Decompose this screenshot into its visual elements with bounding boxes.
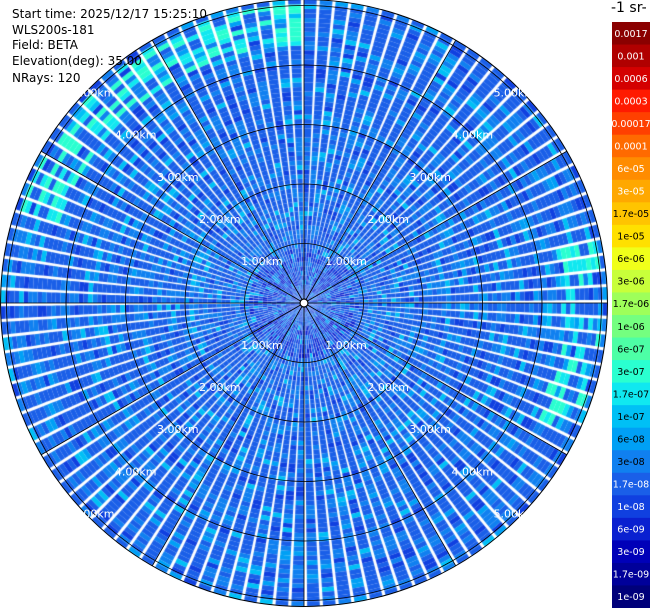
colorbar-tick-label: 1e-09 — [617, 592, 644, 603]
colorbar-tick-label: 3e-05 — [617, 187, 644, 198]
azimuth-spoke — [303, 302, 457, 566]
colorbar-swatch — [612, 269, 650, 293]
field-label: Field: BETA — [12, 38, 78, 52]
colorbar-swatch — [612, 292, 650, 316]
colorbar-swatch — [612, 89, 650, 113]
range-ring-label: 1.00km — [325, 339, 367, 352]
range-ring-label: 5.00km — [73, 87, 115, 100]
range-ring-label: 2.00km — [367, 381, 409, 394]
colorbar-tick-label: 1e-07 — [617, 412, 644, 423]
instrument-label: WLS200s-181 — [12, 23, 95, 37]
range-ring-label: 3.00km — [157, 171, 199, 184]
colorbar-tick-label: 1e-08 — [617, 502, 644, 513]
colorbar-tick-label: 0.00017 — [612, 119, 650, 130]
colorbar-tick-label: 0.0003 — [614, 96, 647, 107]
range-ring-label: 5.00km — [494, 87, 536, 100]
colorbar-tick-label: 6e-07 — [617, 344, 644, 355]
radar-location-marker — [299, 298, 309, 308]
colorbar-tick-label: 3e-06 — [617, 277, 644, 288]
colorbar-tick-label: 0.0001 — [614, 141, 647, 152]
colorbar-tick-label: 0.001 — [617, 51, 644, 62]
colorbar-swatch — [612, 517, 650, 541]
colorbar-swatch — [612, 67, 650, 91]
colorbar-tick-label: 0.0017 — [614, 29, 647, 40]
range-ring-label: 3.00km — [409, 423, 451, 436]
colorbar-tick-label: 0.0006 — [614, 74, 647, 85]
start-time-label: Start time: 2025/12/17 15:25:10 — [12, 7, 207, 21]
colorbar-tick-label: 1.7e-06 — [613, 299, 649, 310]
range-ring-label: 4.00km — [452, 465, 494, 478]
azimuth-spoke — [151, 302, 305, 566]
colorbar-tick-label: 6e-05 — [617, 164, 644, 175]
colorbar-tick-label: 1.7e-05 — [613, 209, 649, 220]
range-ring-label: 3.00km — [157, 423, 199, 436]
colorbar-tick-label: 1e-05 — [617, 232, 644, 243]
colorbar-swatch — [612, 44, 650, 68]
colorbar-swatch — [612, 495, 650, 519]
colorbar-swatch — [612, 585, 650, 608]
colorbar-tick-label: 3e-07 — [617, 367, 644, 378]
colorbar-swatch — [612, 112, 650, 136]
colorbar-tick-label: 6e-09 — [617, 525, 644, 536]
colorbar-swatch — [612, 540, 650, 564]
colorbar-tick-label: 1.7e-08 — [613, 480, 649, 491]
colorbar: 0.0017 0.001 0.0006 0.0003 0.00017 0.0001 6e-0… — [612, 22, 650, 608]
colorbar-tick-label: 1.7e-09 — [613, 570, 649, 581]
colorbar-swatch — [612, 22, 650, 46]
colorbar-swatch — [612, 134, 650, 158]
colorbar-swatch — [612, 157, 650, 181]
range-ring-label: 5.00km — [494, 507, 536, 520]
elevation-label: Elevation(deg): 35.00 — [12, 54, 142, 68]
colorbar-swatch — [612, 382, 650, 406]
range-ring-label: 5.00km — [73, 507, 115, 520]
colorbar-swatch — [612, 315, 650, 339]
colorbar-tick-label: 6e-08 — [617, 434, 644, 445]
colorbar-swatch — [612, 360, 650, 384]
range-ring-label: 2.00km — [199, 213, 241, 226]
range-ring-label: 3.00km — [409, 171, 451, 184]
colorbar-tick-label: 1e-06 — [617, 322, 644, 333]
azimuth-spoke — [151, 40, 305, 304]
colorbar-swatch — [612, 337, 650, 361]
colorbar-swatch — [612, 224, 650, 248]
range-ring-label: 1.00km — [325, 255, 367, 268]
range-ring-label: 4.00km — [452, 129, 494, 142]
colorbar-tick-label: 3e-09 — [617, 547, 644, 558]
azimuth-spoke — [303, 302, 567, 456]
azimuth-spoke — [41, 150, 305, 304]
range-ring-label: 2.00km — [367, 213, 409, 226]
colorbar-swatch — [612, 202, 650, 226]
colorbar-tick-label: 3e-08 — [617, 457, 644, 468]
colorbar-swatch — [612, 562, 650, 586]
azimuth-spoke — [41, 302, 305, 456]
colorbar-tick-label: 6e-06 — [617, 254, 644, 265]
colorbar-swatch — [612, 247, 650, 271]
colorbar-title: -1 sr- — [611, 0, 647, 16]
azimuth-spoke — [303, 150, 567, 304]
range-ring-label: 1.00km — [241, 255, 283, 268]
range-ring-label: 4.00km — [115, 465, 157, 478]
range-ring-label: 1.00km — [241, 339, 283, 352]
colorbar-swatch — [612, 450, 650, 474]
colorbar-swatch — [612, 405, 650, 429]
colorbar-swatch — [612, 179, 650, 203]
nrays-label: NRays: 120 — [12, 71, 81, 85]
range-ring-label: 2.00km — [199, 381, 241, 394]
colorbar-swatch — [612, 427, 650, 451]
azimuth-spoke — [303, 40, 457, 304]
colorbar-swatch — [612, 472, 650, 496]
colorbar-tick-label: 1.7e-07 — [613, 389, 649, 400]
range-ring-label: 4.00km — [115, 129, 157, 142]
